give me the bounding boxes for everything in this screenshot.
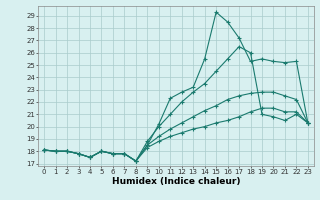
- X-axis label: Humidex (Indice chaleur): Humidex (Indice chaleur): [112, 177, 240, 186]
